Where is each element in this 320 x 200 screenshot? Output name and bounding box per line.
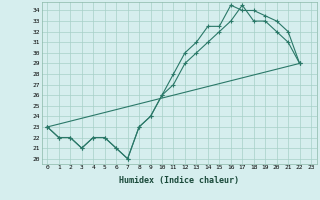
X-axis label: Humidex (Indice chaleur): Humidex (Indice chaleur) <box>119 176 239 185</box>
